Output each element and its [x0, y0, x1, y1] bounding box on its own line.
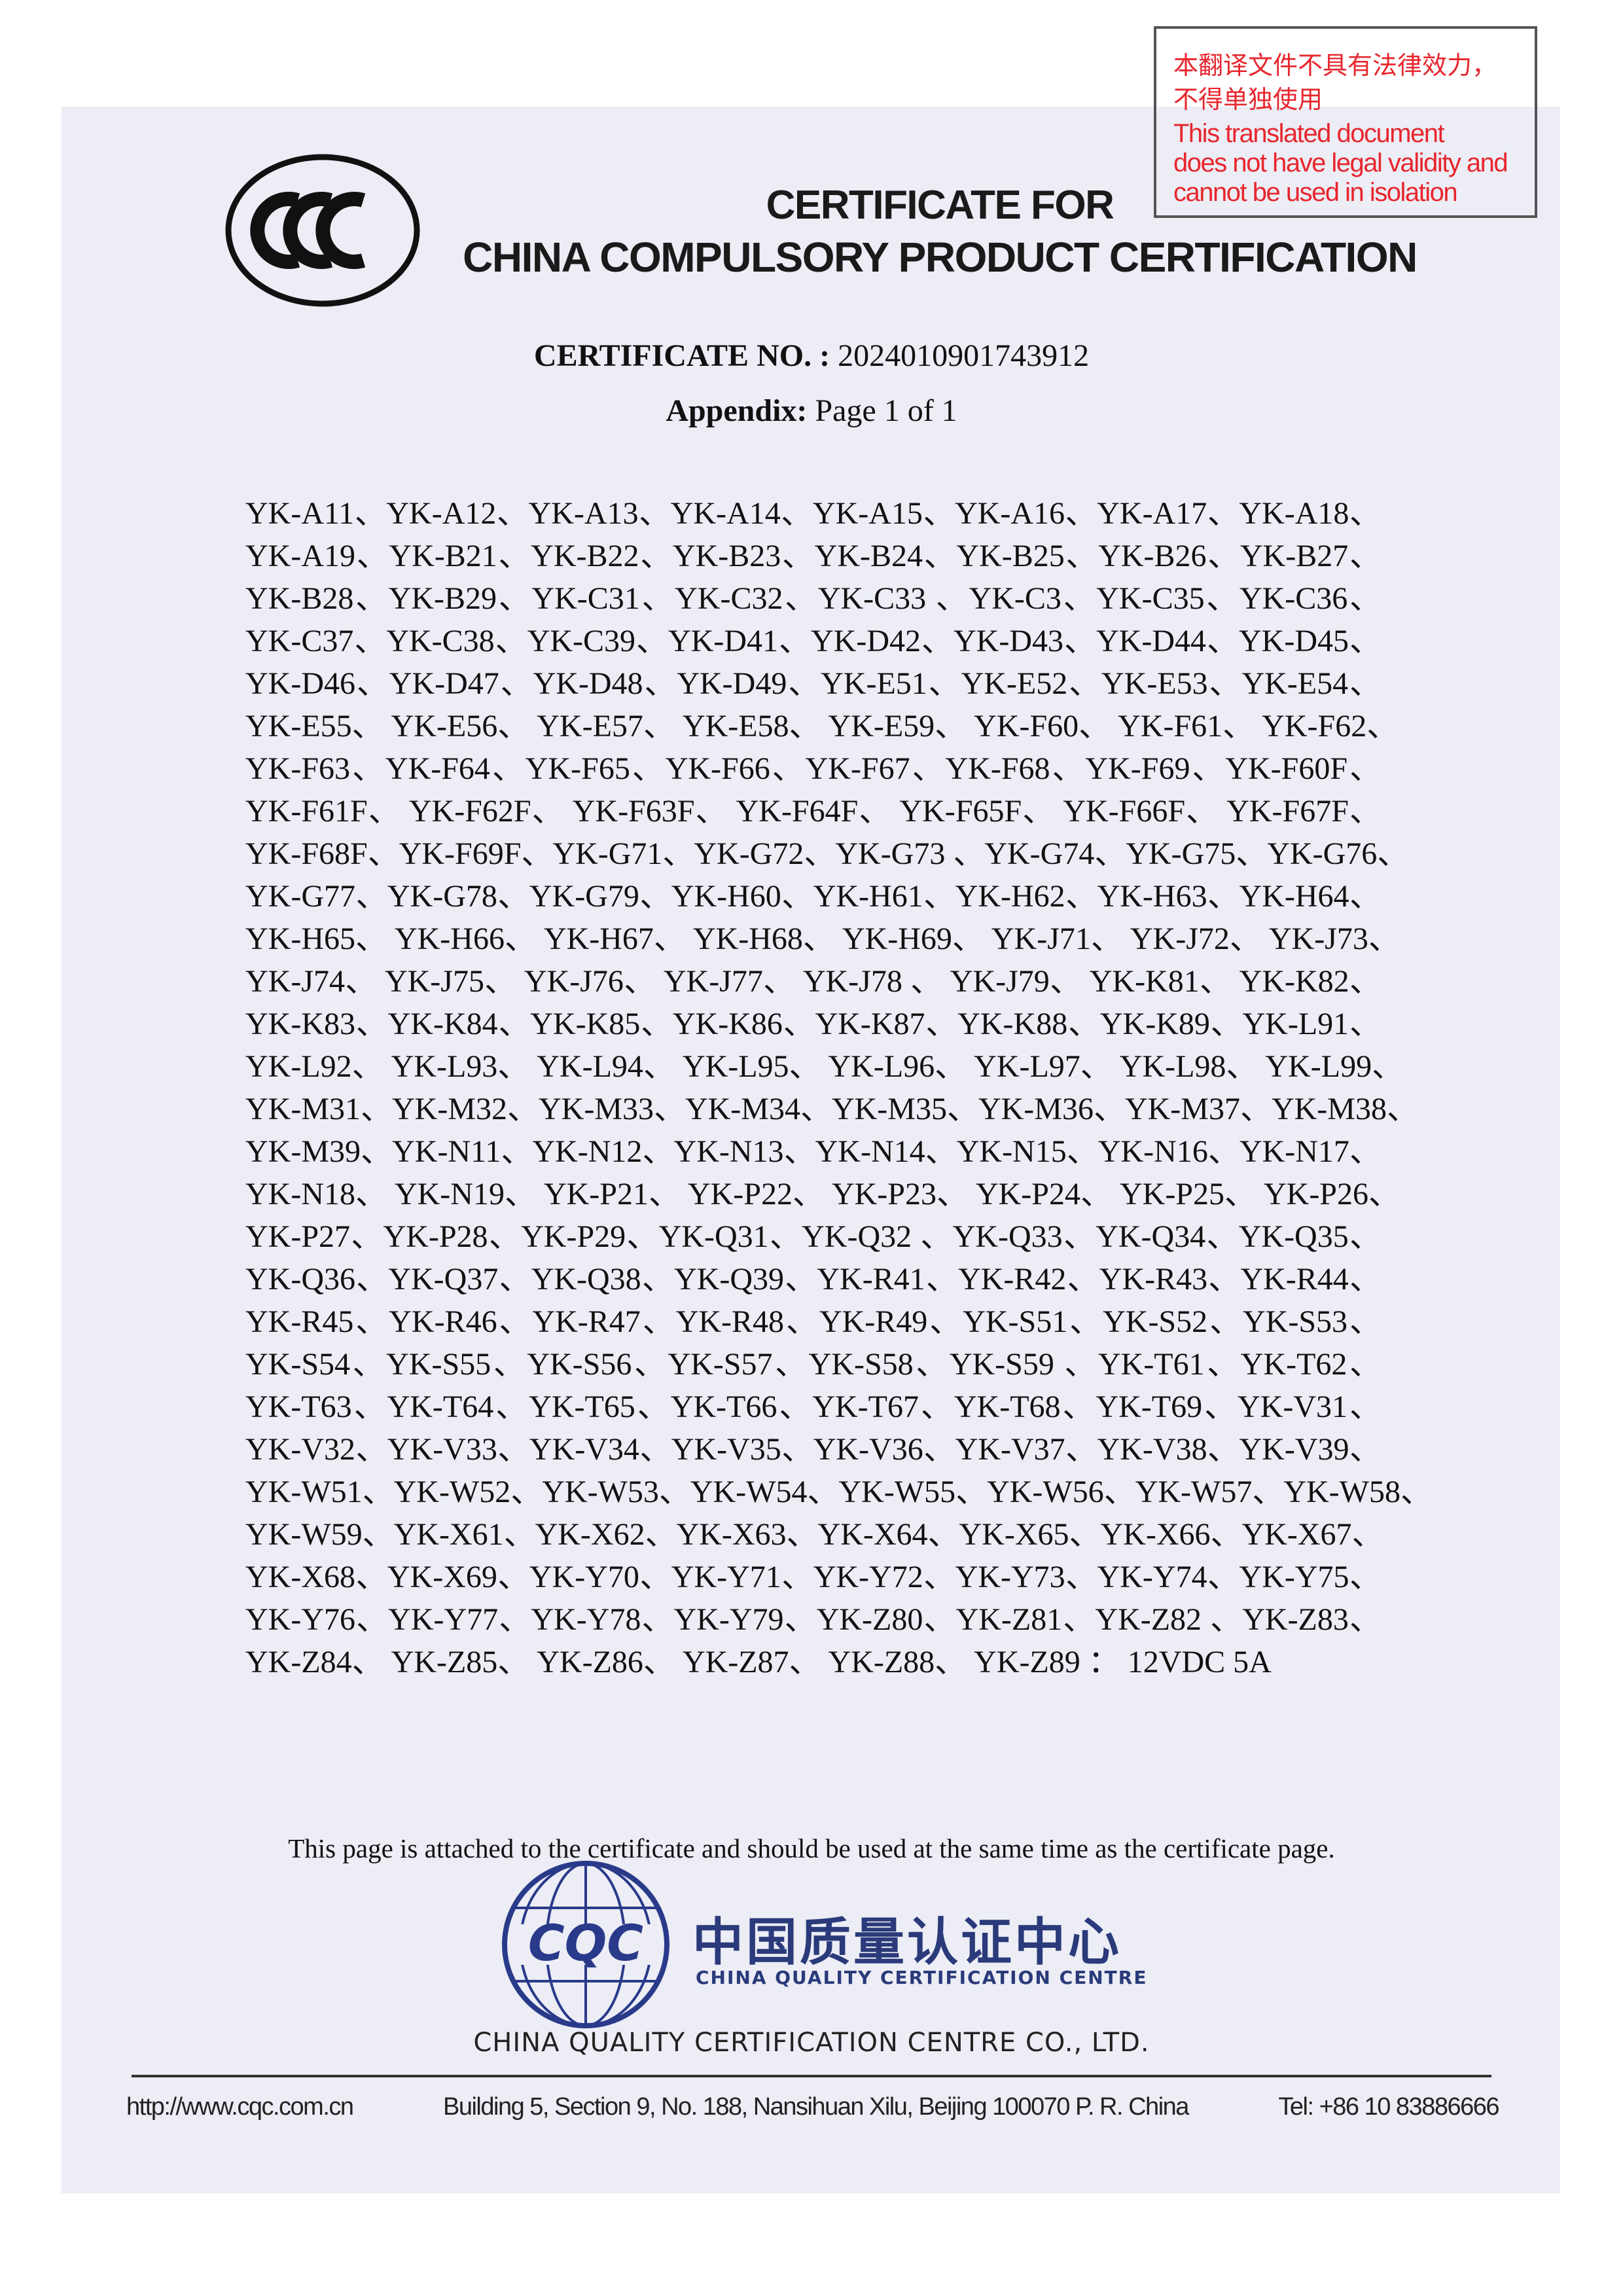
model-list-line: YK-W51、YK-W52、YK-W53、YK-W54、YK-W55、YK-W5… — [245, 1475, 1432, 1509]
model-list-line: YK-F68F、YK-F69F、YK-G71、YK-G72、YK-G73 、YK… — [245, 836, 1409, 871]
model-list-line: YK-F61F、 YK-F62F、 YK-F63F、 YK-F64F、 YK-F… — [245, 794, 1381, 829]
model-list: YK-A11、YK-A12、YK-A13、YK-A14、YK-A15、YK-A1… — [245, 492, 1432, 1683]
model-list-line: YK-J74、 YK-J75、 YK-J76、 YK-J77、 YK-J78 、… — [245, 964, 1381, 999]
cert-no-label: CERTIFICATE NO. : — [533, 338, 830, 373]
cert-no-value: 2024010901743912 — [838, 338, 1090, 373]
model-list-line: YK-X68、YK-X69、YK-Y70、YK-Y71、YK-Y72、YK-Y7… — [245, 1560, 1381, 1594]
model-list-line: YK-K83、YK-K84、YK-K85、YK-K86、YK-K87、YK-K8… — [245, 1007, 1381, 1041]
model-list-line: YK-Q36、YK-Q37、YK-Q38、YK-Q39、YK-R41、YK-R4… — [245, 1262, 1381, 1297]
model-list-line: YK-L92、 YK-L93、 YK-L94、 YK-L95、 YK-L96、 … — [245, 1049, 1404, 1084]
model-list-line: YK-S54、YK-S55、YK-S56、YK-S57、YK-S58、YK-S5… — [245, 1347, 1381, 1382]
model-list-line: YK-D46、YK-D47、YK-D48、YK-D49、YK-E51、YK-E5… — [245, 666, 1381, 701]
appendix-value: Page 1 of 1 — [815, 393, 957, 428]
model-list-line: YK-W59、YK-X61、YK-X62、YK-X63、YK-X64、YK-X6… — [245, 1517, 1383, 1552]
model-list-line: YK-B28、YK-B29、YK-C31、YK-C32、YK-C33 、YK-C… — [245, 581, 1381, 616]
model-list-line: YK-P27、YK-P28、YK-P29、YK-Q31、YK-Q32 、YK-Q… — [245, 1219, 1381, 1254]
title-line2: CHINA COMPULSORY PRODUCT CERTIFICATION — [463, 234, 1418, 281]
model-list-line: YK-Z84、 YK-Z85、 YK-Z86、 YK-Z87、 YK-Z88、 … — [245, 1645, 1272, 1679]
model-list-line: YK-Y76、YK-Y77、YK-Y78、YK-Y79、YK-Z80、YK-Z8… — [245, 1602, 1381, 1637]
website-link[interactable]: http://www.cqc.com.cn — [126, 2093, 354, 2121]
company-name: CHINA QUALITY CERTIFICATION CENTRE CO., … — [473, 2028, 1150, 2058]
appendix-label: Appendix: — [666, 393, 808, 428]
cqc-logo-text: CQC — [528, 1914, 643, 1972]
model-list-line: YK-N18、 YK-N19、 YK-P21、 YK-P22、 YK-P23、 … — [245, 1177, 1400, 1211]
model-list-line: YK-T63、YK-T64、YK-T65、YK-T66、YK-T67、YK-T6… — [245, 1390, 1381, 1424]
cqc-chinese-name: 中国质量认证中心 — [692, 1913, 1122, 1972]
footer-divider — [132, 2075, 1491, 2077]
telephone: Tel: +86 10 83886666 — [1278, 2093, 1499, 2121]
certificate-number: CERTIFICATE NO. : 2024010901743912 — [0, 338, 1623, 374]
model-list-line: YK-A11、YK-A12、YK-A13、YK-A14、YK-A15、YK-A1… — [245, 496, 1381, 531]
model-list-line: YK-C37、YK-C38、YK-C39、YK-D41、YK-D42、YK-D4… — [245, 624, 1381, 658]
certificate-page-background — [62, 107, 1560, 2193]
notice-en-line2: does not have legal validity and — [1173, 149, 1508, 177]
model-list-line: YK-V32、YK-V33、YK-V34、YK-V35、YK-V36、YK-V3… — [245, 1432, 1381, 1467]
cqc-english-name: CHINA QUALITY CERTIFICATION CENTRE — [696, 1967, 1148, 1988]
notice-en-line3: cannot be used in isolation — [1173, 178, 1458, 207]
model-list-line: YK-G77、YK-G78、YK-G79、YK-H60、YK-H61、YK-H6… — [245, 879, 1381, 914]
model-list-line: YK-R45、YK-R46、YK-R47、YK-R48、YK-R49、YK-S5… — [245, 1304, 1381, 1339]
attached-note: This page is attached to the certificate… — [288, 1833, 1335, 1863]
notice-en-line1: This translated document — [1173, 119, 1445, 148]
model-list-line: YK-E55、 YK-E56、 YK-E57、 YK-E58、 YK-E59、 … — [245, 709, 1399, 744]
cqc-logo: CQC — [502, 1861, 669, 2028]
notice-cn-line2: 不得单独使用 — [1173, 85, 1323, 114]
model-list-line: YK-M31、YK-M32、YK-M33、YK-M34、YK-M35、YK-M3… — [245, 1092, 1418, 1126]
footer-contact-row: http://www.cqc.com.cn Building 5, Sectio… — [126, 2093, 1499, 2121]
model-list-line: YK-H65、 YK-H66、 YK-H67、 YK-H68、 YK-H69、 … — [245, 922, 1400, 956]
notice-cn-line1: 本翻译文件不具有法律效力， — [1173, 51, 1497, 80]
title-line1: CERTIFICATE FOR — [766, 183, 1115, 228]
ccc-logo — [225, 154, 420, 307]
notice-en: This translated document does not have l… — [1173, 119, 1535, 207]
model-list-line: YK-A19、YK-B21、YK-B22、YK-B23、YK-B24、YK-B2… — [245, 539, 1381, 573]
translation-notice: 本翻译文件不具有法律效力， 不得单独使用 This translated doc… — [1154, 26, 1537, 218]
model-list-line: YK-M39、YK-N11、YK-N12、YK-N13、YK-N14、YK-N1… — [245, 1134, 1381, 1169]
appendix: Appendix: Page 1 of 1 — [0, 393, 1623, 429]
model-list-line: YK-F63、YK-F64、YK-F65、YK-F66、YK-F67、YK-F6… — [245, 751, 1381, 786]
address: Building 5, Section 9, No. 188, Nansihua… — [443, 2093, 1189, 2121]
